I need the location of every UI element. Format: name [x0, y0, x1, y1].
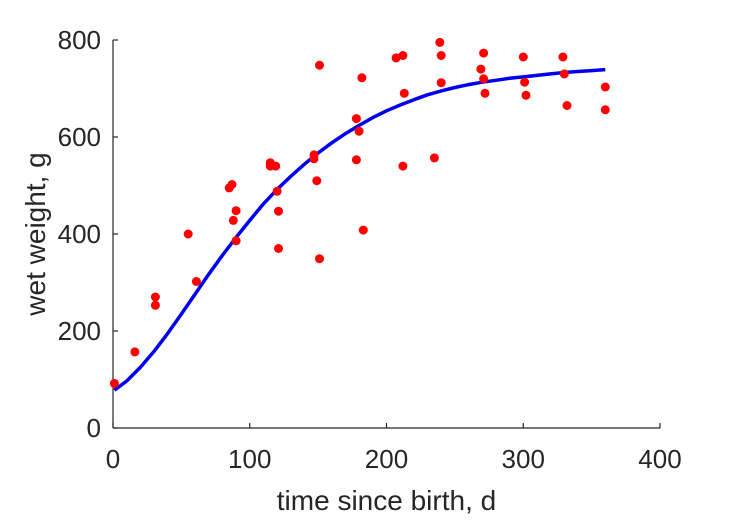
data-point — [600, 105, 610, 115]
data-point — [271, 161, 281, 171]
data-point — [436, 78, 446, 88]
data-point — [399, 88, 409, 98]
fit-curve — [113, 67, 606, 392]
data-point — [351, 155, 361, 165]
data-point — [351, 114, 361, 124]
y-tick-label: 600 — [58, 122, 101, 152]
data-point — [398, 161, 408, 171]
data-point — [150, 300, 160, 310]
x-tick-label: 200 — [365, 444, 408, 474]
data-point — [391, 53, 401, 63]
data-point — [150, 292, 160, 302]
data-point — [520, 77, 530, 87]
data-point — [436, 51, 446, 60]
data-point — [398, 51, 408, 60]
data-point — [476, 64, 486, 74]
y-tick-label: 0 — [87, 413, 101, 443]
y-axis-label: wet weight, g — [20, 152, 51, 316]
data-point — [521, 90, 531, 100]
data-point — [183, 229, 193, 239]
x-axis-label: time since birth, d — [277, 485, 496, 516]
fit-curve-layer — [113, 67, 606, 392]
data-point — [479, 48, 489, 58]
data-point — [309, 154, 319, 164]
data-point — [429, 153, 439, 163]
data-point — [480, 88, 490, 98]
data-point — [231, 206, 241, 216]
data-point — [272, 186, 282, 196]
data-points-layer — [109, 37, 610, 388]
data-point — [228, 215, 238, 225]
data-point — [274, 244, 283, 253]
x-tick-label: 400 — [638, 444, 681, 474]
data-point — [274, 206, 283, 216]
data-point — [315, 60, 324, 70]
data-point — [559, 69, 569, 79]
data-point — [435, 37, 445, 47]
y-tick-label: 800 — [58, 25, 101, 55]
data-point — [109, 378, 119, 388]
data-point — [191, 277, 201, 286]
x-tick-label: 0 — [106, 444, 120, 474]
data-point — [312, 176, 322, 186]
data-point — [600, 82, 610, 92]
data-point — [357, 73, 367, 83]
axes — [112, 39, 661, 429]
data-point — [358, 225, 368, 235]
data-point — [518, 52, 528, 62]
data-point — [562, 101, 572, 110]
data-point — [231, 236, 241, 246]
y-tick-label: 400 — [58, 219, 101, 249]
data-point — [315, 254, 324, 264]
tick-labels-layer: 0 100 200 300 400 0 200 400 600 800 — [58, 25, 682, 474]
y-tick-label: 200 — [58, 316, 101, 346]
data-point — [130, 347, 140, 357]
x-tick-label: 300 — [502, 444, 545, 474]
data-point — [558, 52, 568, 62]
data-point — [479, 74, 489, 84]
data-point — [354, 126, 364, 136]
data-point — [227, 180, 237, 189]
x-tick-label: 100 — [228, 444, 271, 474]
